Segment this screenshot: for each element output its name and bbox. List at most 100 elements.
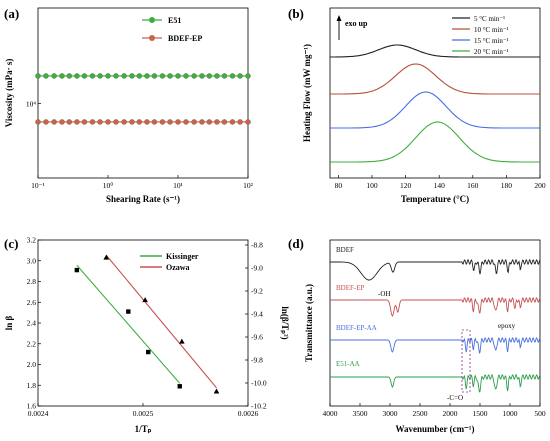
panel-a-point: [159, 73, 166, 79]
panel-a-xtick-label: 10⁻¹: [31, 181, 45, 190]
panel-d-spectrum: [330, 373, 541, 393]
panel-d-annotation-oh: -OH: [378, 290, 390, 298]
panel-c-legend: Kissinger Ozawa: [140, 252, 199, 272]
panel-d-series-label: BDEF: [336, 246, 354, 254]
panel-b-legend-label: 10 °C min⁻¹: [474, 26, 509, 34]
panel-a-point: [113, 73, 119, 79]
panel-b-curve: [330, 44, 540, 58]
panel-d-xtick-label: 1000: [503, 409, 518, 418]
panel-a-point: [136, 73, 143, 79]
panel-d-series: [330, 258, 541, 393]
panel-a-point: [221, 119, 228, 125]
panel-d-carbonyl-box: [461, 329, 471, 393]
panel-c-ytick-right-label: -9.4: [251, 310, 263, 319]
panel-c-ticks: 0.0024 0.0025 0.0026 1.6 1.8 2.0 2.2 2.4 2.6 2.8 3…: [27, 236, 267, 419]
panel-a-legend: E51 BDEF-EP: [142, 16, 202, 43]
panel-c-ytick-left-label: 2.6: [27, 298, 37, 307]
panel-a-point: [206, 119, 213, 125]
panel-d: (d) 4000 3500 3000 2500 2000 1500 1000 500 BDEF…: [288, 236, 546, 434]
panel-a-point: [89, 73, 96, 79]
panel-c-point-triangle: [179, 338, 185, 344]
panel-a-legend-label: E51: [168, 16, 181, 25]
panel-a-point: [199, 119, 205, 125]
panel-a-point: [129, 73, 135, 79]
panel-c-legend-label: Kissinger: [166, 252, 199, 261]
panel-d-frame: [329, 239, 541, 407]
panel-d-ylabel: Transmittance (a.u.): [304, 284, 314, 362]
panel-c-point-square: [177, 384, 182, 389]
panel-a-point: [129, 119, 135, 125]
panel-c-ytick-left-label: 2.2: [27, 339, 37, 348]
panel-b-curve: [330, 91, 540, 129]
panel-d-xtick-label: 3000: [383, 409, 398, 418]
panel-a-point: [81, 119, 88, 125]
panel-a-point: [175, 73, 181, 79]
panel-a-point: [97, 73, 103, 79]
panel-c-ytick-left-label: 2.0: [27, 360, 37, 369]
panel-a-point: [191, 119, 197, 125]
panel-c-point-square: [146, 349, 151, 355]
panel-c: (c) 0.0024 0.0025 0.0026 1.6 1.8 2.0 2.2 2.4 2.6…: [4, 236, 290, 435]
panel-a-point: [105, 73, 111, 79]
panel-b-legend-label: 20 °C min⁻¹: [474, 48, 509, 56]
panel-d-annotation-co: -C=O: [447, 394, 463, 402]
panel-a-point: [51, 73, 57, 79]
panel-d-xtick-label: 3500: [353, 409, 368, 418]
panel-a-xtick-label: 10⁰: [103, 181, 114, 190]
panel-c-ytick-left-label: 3.2: [27, 236, 37, 245]
panel-a-point: [66, 119, 73, 125]
panel-c-point-triangle: [213, 388, 220, 394]
panel-a-xlabel: Shearing Rate (s⁻¹): [106, 194, 180, 204]
panel-a-point: [175, 119, 181, 125]
panel-a-point: [144, 73, 150, 79]
panel-c-series: [74, 254, 220, 394]
panel-a-point: [167, 73, 173, 79]
panel-a-point: [214, 119, 220, 125]
panel-a-point: [229, 73, 236, 79]
panel-c-ytick-left-label: 1.8: [27, 381, 37, 390]
panel-a-point: [199, 73, 205, 79]
panel-b-xtick-label: 120: [400, 181, 412, 190]
panel-c-ytick-left-label: 1.6: [27, 402, 37, 411]
panel-a-point: [43, 73, 49, 79]
panel-b-xtick-label: 80: [335, 181, 343, 190]
panel-c-xtick-label: 0.0024: [28, 409, 49, 418]
exo-up-arrow-head: [336, 15, 342, 21]
panel-c-ylabel-right: ln(β/Tₚ²): [280, 306, 290, 339]
panel-c-ytick-right-label: -9.0: [251, 264, 263, 273]
panel-a-point: [97, 119, 103, 125]
panel-d-tag: (d): [288, 236, 304, 251]
panel-c-ytick-right-label: -9.8: [251, 356, 263, 365]
panel-b-xtick-label: 100: [366, 181, 378, 190]
panel-b-tag: (b): [288, 6, 304, 21]
panel-c-point-square: [74, 267, 80, 273]
panel-c-xtick-label: 0.0025: [133, 409, 154, 418]
panel-a-point: [136, 119, 143, 125]
panel-d-ticks: 4000 3500 3000 2500 2000 1500 1000 500: [323, 403, 546, 418]
panel-a-point: [191, 73, 197, 79]
panel-a-point: [245, 119, 251, 125]
panel-a-ytick-label: 10⁴: [26, 100, 37, 109]
panel-a-point: [121, 119, 127, 125]
panel-c-ytick-right-label: -10.0: [251, 379, 267, 388]
panel-c-point-triangle: [103, 254, 110, 260]
panel-c-point-triangle: [142, 297, 148, 303]
panel-b-ticks: 80 100 120 140 160 180 200: [335, 175, 546, 190]
panel-c-fit-line: [105, 254, 217, 389]
panel-a-point: [159, 119, 166, 125]
panel-c-legend-label: Ozawa: [166, 263, 190, 272]
panel-a-legend-label: BDEF-EP: [168, 34, 202, 43]
panel-a-point: [144, 119, 150, 125]
panel-a-series: [35, 73, 251, 125]
panel-c-ytick-right-label: -9.2: [251, 287, 263, 296]
panel-a-point: [59, 119, 65, 125]
panel-a-point: [167, 119, 173, 125]
panel-a-xtick-label: 10²: [243, 181, 254, 190]
panel-a-point: [43, 119, 49, 125]
panel-b-frame: [329, 7, 541, 179]
panel-a-point: [151, 119, 158, 125]
panel-b-series: [330, 44, 540, 163]
panel-d-series-label: E51-AA: [336, 360, 360, 368]
panel-a-point: [35, 73, 41, 79]
panel-b-legend-label: 15 °C min⁻¹: [474, 37, 509, 45]
